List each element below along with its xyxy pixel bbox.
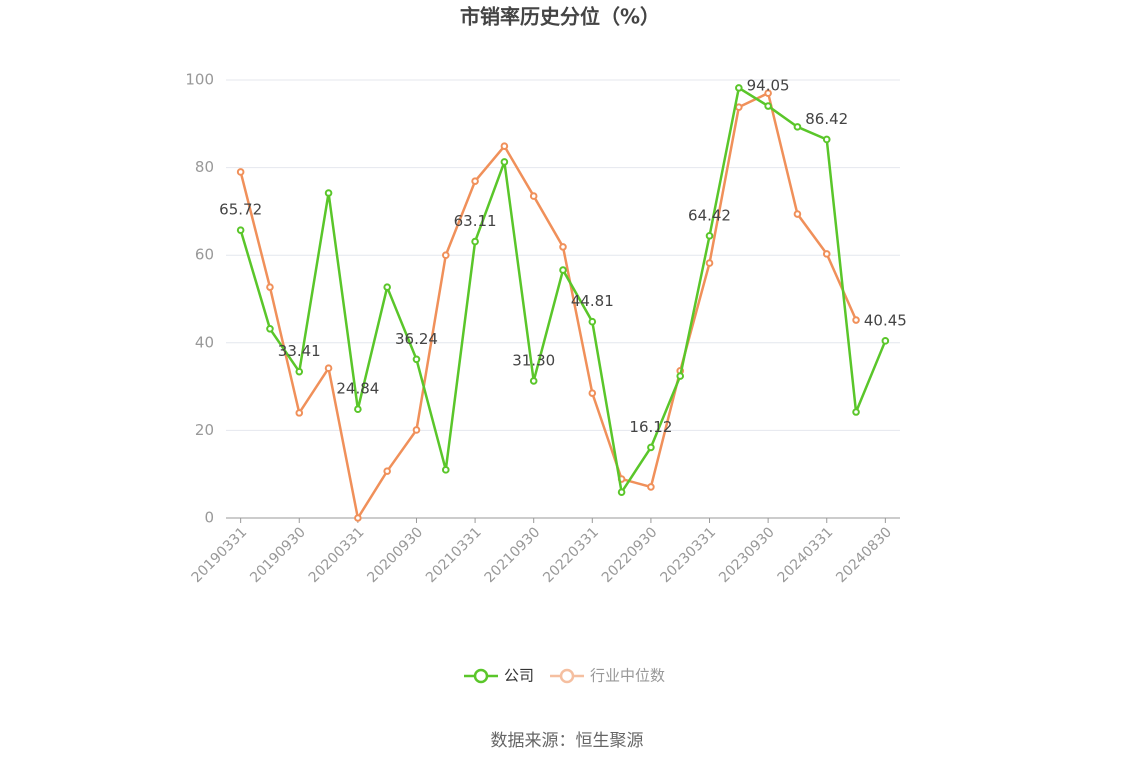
- data-label: 16.12: [629, 418, 672, 436]
- point: [266, 283, 274, 291]
- data-label: 86.42: [805, 110, 848, 128]
- point: [852, 408, 860, 416]
- y-tick-label: 80: [195, 158, 214, 176]
- data-label: 40.45: [864, 311, 907, 329]
- point: [764, 89, 772, 97]
- data-label: 36.24: [395, 330, 438, 348]
- x-tick-label: 20220930: [599, 524, 661, 586]
- legend-item: 公司: [464, 667, 534, 685]
- point: [324, 364, 333, 373]
- x-tick-label: 20240830: [833, 524, 895, 586]
- x-tick-label: 20230930: [716, 524, 778, 586]
- point: [354, 405, 362, 414]
- x-tick-label: 20190331: [189, 524, 251, 586]
- legend-marker: [559, 668, 575, 684]
- point: [266, 324, 274, 333]
- y-tick-label: 0: [204, 509, 214, 527]
- point: [529, 192, 538, 200]
- x-tick-label: 20220331: [540, 524, 602, 586]
- data-label: 33.41: [278, 342, 321, 360]
- y-tick-label: 100: [185, 71, 214, 89]
- point: [295, 367, 304, 376]
- point: [500, 142, 509, 150]
- point: [412, 355, 421, 364]
- point: [383, 283, 391, 291]
- point: [735, 84, 743, 92]
- point: [881, 337, 890, 345]
- point: [705, 259, 714, 267]
- data-label: 44.81: [571, 292, 614, 310]
- point: [764, 102, 772, 110]
- y-tick-label: 20: [195, 421, 214, 439]
- series-line: [239, 91, 858, 522]
- point: [354, 514, 362, 522]
- point: [735, 103, 743, 111]
- x-tick-label: 20200331: [306, 524, 368, 586]
- point: [705, 232, 714, 240]
- source: 数据来源：恒生聚源: [491, 731, 644, 751]
- data-label: 65.72: [219, 201, 262, 219]
- point: [236, 226, 245, 234]
- point: [236, 168, 245, 176]
- point: [471, 177, 479, 185]
- point: [647, 483, 655, 491]
- x-tick-label: 20190930: [247, 524, 309, 586]
- point: [412, 426, 421, 434]
- point: [588, 317, 597, 326]
- point: [471, 237, 479, 246]
- data-label: 94.05: [747, 77, 790, 95]
- point: [822, 250, 831, 258]
- point: [441, 251, 450, 259]
- data-label: 63.11: [454, 212, 497, 230]
- legend-marker: [473, 668, 489, 684]
- point: [295, 409, 304, 417]
- point: [441, 466, 450, 474]
- x-tick-label: 20210930: [482, 524, 544, 586]
- data-label: 64.42: [688, 206, 731, 224]
- point: [559, 266, 567, 274]
- y-tick-label: 40: [195, 333, 214, 351]
- x-tick-label: 20230331: [657, 524, 719, 586]
- legend-label: 公司: [504, 667, 534, 685]
- point: [676, 372, 685, 380]
- point: [588, 389, 597, 397]
- x-tick-label: 20240331: [775, 524, 837, 586]
- point: [324, 189, 333, 197]
- point: [647, 443, 655, 452]
- point: [793, 123, 802, 131]
- point: [559, 243, 567, 251]
- point: [383, 467, 391, 475]
- point: [822, 135, 831, 144]
- point: [529, 377, 538, 385]
- y-tick-label: 60: [195, 246, 214, 264]
- data-label: 31.30: [512, 351, 555, 369]
- chart-title: 市销率历史分位（%）: [460, 5, 660, 29]
- point: [852, 316, 860, 324]
- x-tick-label: 20210331: [423, 524, 485, 586]
- legend-label: 行业中位数: [590, 667, 665, 685]
- point: [793, 210, 802, 218]
- data-label: 24.84: [336, 380, 379, 398]
- point: [617, 488, 626, 496]
- series-line: [239, 85, 887, 496]
- legend-item: 行业中位数: [550, 667, 665, 685]
- point: [500, 158, 509, 166]
- x-tick-label: 20200930: [364, 524, 426, 586]
